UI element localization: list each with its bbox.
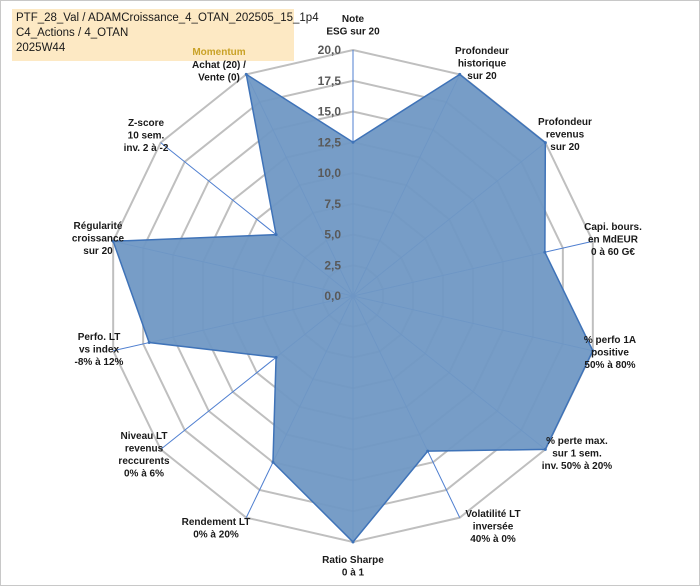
axis-label: Capi. bours. en MdEUR 0 à 60 G€ [584,222,642,258]
data-point [351,540,355,544]
title-line-portfolio: PTF_28_Val / ADAMCroissance_4_OTAN_20250… [16,12,319,24]
axis-label: Régularité croissance sur 20 [72,221,125,257]
tick-label: 0,0 [324,289,341,303]
axis-label: Z-score 10 sem. inv. 2 à -2 [124,118,169,154]
title-box: PTF_28_Val / ADAMCroissance_4_OTAN_20250… [12,9,319,61]
data-point [543,141,547,145]
data-point [351,140,355,144]
radar-series [111,72,595,544]
data-point [147,341,151,345]
radar-tick-labels: 0,0 2,5 5,0 7,5 10,0 12,5 15,0 17,5 20,0 [318,43,342,303]
data-point [458,72,462,76]
series-area [112,72,594,544]
axis-label: Ratio Sharpe 0 à 1 [322,555,384,579]
data-point [591,349,595,353]
radar-axis-labels: Note ESG sur 20 Profondeur historique sur 20… [72,14,642,579]
axis-label: Profondeur revenus sur 20 [538,117,592,153]
tick-label: 12,5 [318,135,342,149]
tick-label: 17,5 [318,74,342,88]
axis-label: Rendement LT 0% à 20% [182,517,251,541]
data-point [543,447,547,451]
tick-label: 20,0 [318,43,342,57]
tick-label: 15,0 [318,105,342,119]
axis-label: % perfo 1A positive 50% à 80% [584,335,636,371]
tick-label: 2,5 [324,258,341,272]
axis-label: Profondeur historique sur 20 [455,46,509,82]
data-point [244,72,248,76]
data-point [274,355,278,359]
axis-label: Achat (20) / Vente (0) [192,60,246,84]
axis-label: Volatilité LT inversée 40% à 0% [465,509,520,545]
title-line-week: 2025W44 [16,42,66,54]
tick-label: 7,5 [324,197,341,211]
tick-label: 5,0 [324,228,341,242]
data-point [543,250,547,254]
axis-label: Note ESG sur 20 [326,14,380,38]
data-point [274,233,278,237]
tick-label: 10,0 [318,166,342,180]
axis-label: Perfo. LT vs index -8% à 12% [75,332,124,368]
data-point [271,460,275,464]
data-point [111,239,115,243]
title-line-category: C4_Actions / 4_OTAN [16,27,129,39]
axis-label: Niveau LT revenus reccurents 0% à 6% [118,431,170,480]
data-point [426,449,430,453]
axis-label: % perte max. sur 1 sem. inv. 50% à 20% [542,436,613,472]
momentum-label: Momentum [192,47,245,58]
